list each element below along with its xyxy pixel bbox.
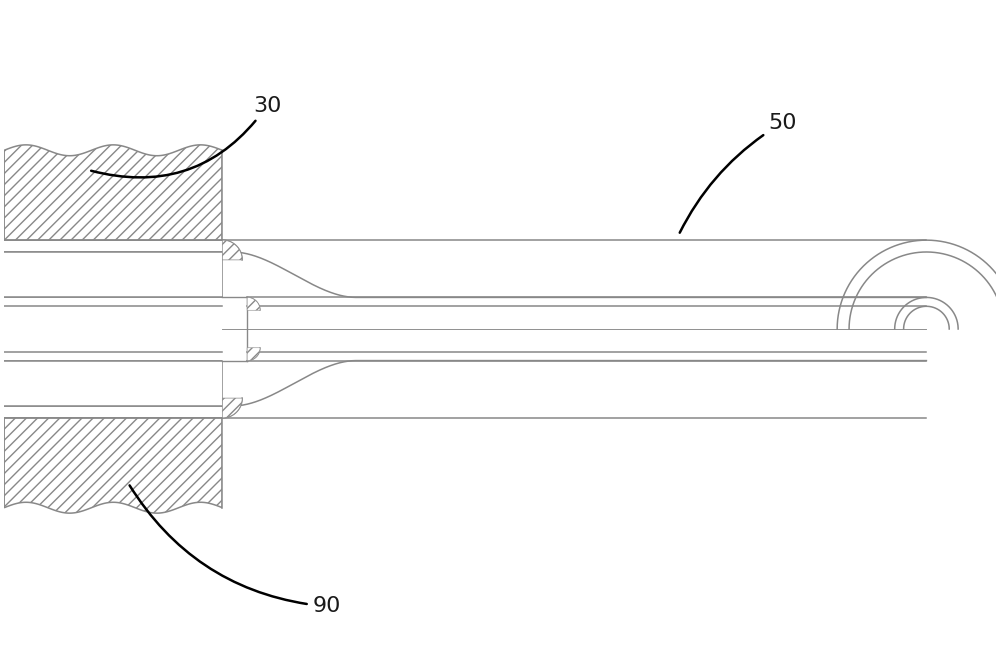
Bar: [4, 306, 222, 352]
Bar: [4, 252, 222, 297]
Text: 30: 30: [91, 96, 281, 178]
Text: 50: 50: [680, 113, 797, 233]
Polygon shape: [4, 145, 222, 240]
Bar: [222, 297, 926, 361]
Polygon shape: [4, 252, 222, 297]
Polygon shape: [222, 398, 242, 418]
Bar: [222, 92, 926, 240]
Bar: [4, 361, 222, 406]
Polygon shape: [222, 240, 242, 260]
Polygon shape: [4, 418, 222, 513]
Bar: [222, 418, 926, 566]
Text: 90: 90: [130, 486, 341, 617]
Polygon shape: [247, 348, 260, 361]
Polygon shape: [247, 306, 949, 352]
Polygon shape: [4, 361, 222, 406]
Polygon shape: [849, 252, 1000, 329]
Polygon shape: [247, 297, 260, 310]
